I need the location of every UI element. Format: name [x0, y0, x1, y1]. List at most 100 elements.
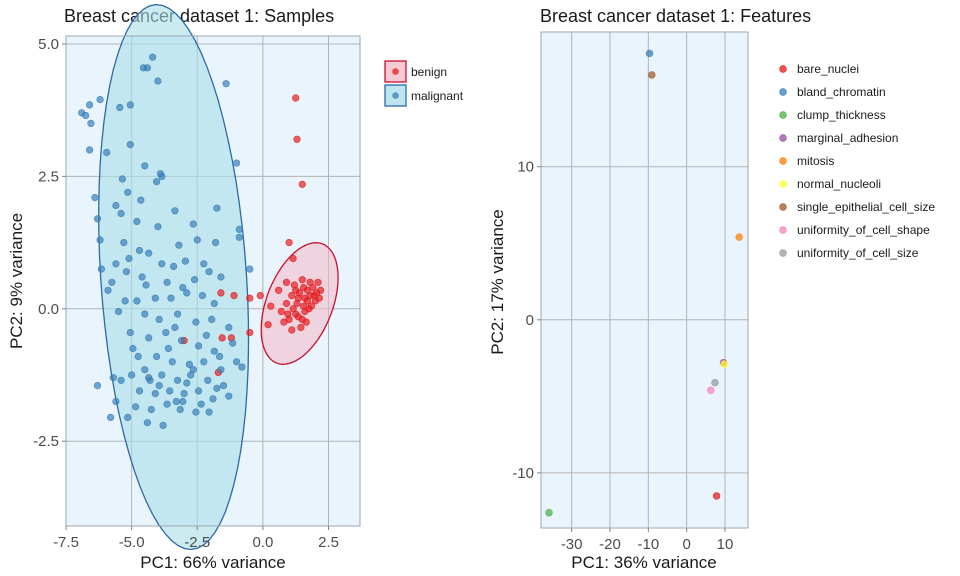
benign-point	[217, 289, 225, 297]
malignant-point	[191, 276, 199, 284]
bland-chromatin-legend-marker	[779, 88, 787, 96]
malignant-point	[97, 265, 105, 273]
malignant-point	[183, 379, 191, 387]
malignant-point	[141, 162, 149, 170]
malignant-point	[117, 209, 125, 218]
malignant-point	[126, 329, 134, 337]
malignant-point	[93, 382, 102, 390]
benign-point	[306, 278, 314, 286]
malignant-point	[132, 403, 140, 411]
malignant-point	[154, 77, 162, 85]
malignant-point	[235, 233, 243, 241]
benign-point	[292, 94, 300, 102]
malignant-point	[205, 268, 213, 276]
samples-y-tick-label: -2.5	[33, 433, 59, 450]
samples-legend: benign malignant	[384, 60, 464, 107]
malignant-point	[128, 371, 136, 379]
malignant-point	[96, 236, 104, 244]
malignant-point	[197, 400, 205, 408]
malignant-point	[217, 273, 225, 281]
features-y-tick-label: 0	[526, 312, 534, 329]
malignant-point	[180, 390, 188, 398]
samples-x-tick-label: 2.5	[318, 534, 339, 551]
malignant-point	[135, 246, 144, 255]
malignant-point	[122, 268, 130, 276]
benign-point	[288, 326, 296, 334]
samples-x-tick-label: 0.0	[252, 534, 273, 551]
benign-point	[298, 180, 306, 188]
malignant-point	[170, 262, 178, 271]
malignant-point	[104, 286, 112, 294]
malignant-point	[151, 390, 159, 398]
malignant-point	[147, 405, 155, 414]
samples-x-axis-title: PC1: 66% variance	[140, 553, 286, 572]
benign-point	[307, 302, 316, 310]
features-x-tick-label: -20	[599, 536, 621, 553]
malignant-point	[141, 310, 149, 318]
malignant-point	[96, 95, 104, 104]
malignant-point	[166, 387, 174, 395]
malignant-point	[163, 278, 171, 286]
benign-point	[230, 292, 238, 300]
malignant-point	[200, 260, 208, 268]
malignant-point	[171, 323, 179, 332]
features-x-tick-label: -10	[637, 536, 659, 553]
malignant-point	[154, 223, 162, 231]
malignant-point	[158, 371, 166, 379]
malignant-point	[139, 64, 147, 72]
uniformity-of-cell-shape-legend-label: uniformity_of_cell_shape	[797, 223, 930, 237]
malignant-point	[133, 297, 141, 305]
malignant-point	[195, 387, 203, 395]
benign-point	[300, 284, 308, 292]
malignant-point	[103, 148, 111, 157]
malignant-point	[159, 421, 167, 430]
benign-point	[284, 310, 292, 318]
features-y-axis-title: PC2: 17% variance	[488, 209, 507, 355]
malignant-point	[212, 239, 220, 247]
malignant-point	[208, 315, 216, 324]
malignant-point	[185, 360, 193, 369]
malignant-point	[177, 337, 186, 345]
malignant-point	[129, 344, 137, 353]
malignant-point	[183, 289, 191, 297]
marginal-adhesion-legend-label: marginal_adhesion	[797, 131, 898, 145]
malignant-point	[143, 419, 151, 427]
samples-y-ticks: -2.5 0.0 2.5 5.0	[33, 36, 66, 450]
samples-y-tick-label: 5.0	[38, 36, 59, 53]
features-x-axis-title: PC1: 36% variance	[571, 553, 717, 572]
benign-legend-label: benign	[411, 65, 447, 79]
normal-nucleoli-point	[720, 360, 728, 368]
clump-thickness-point	[545, 509, 553, 517]
malignant-point	[163, 400, 171, 408]
features-gridlines	[541, 32, 748, 528]
malignant-point	[202, 331, 210, 339]
benign-point	[303, 297, 312, 305]
malignant-point	[134, 352, 142, 361]
single-epithelial-cell-size-legend-marker	[779, 203, 787, 211]
mitosis-legend-label: mitosis	[797, 154, 834, 168]
malignant-point	[85, 146, 94, 154]
malignant-point	[225, 323, 233, 332]
malignant-point	[238, 363, 246, 371]
malignant-point	[118, 175, 126, 183]
benign-point	[285, 239, 293, 247]
malignant-point	[179, 284, 187, 292]
benign-point	[288, 292, 296, 300]
features-plot-area	[541, 32, 748, 528]
marginal-adhesion-legend-marker	[779, 134, 787, 142]
samples-x-ticks: -7.5 -5.0 -2.5 0.0 2.5	[53, 526, 339, 551]
malignant-point	[93, 215, 102, 223]
malignant-point	[210, 299, 218, 308]
benign-point	[264, 321, 272, 329]
malignant-point	[181, 257, 189, 265]
benign-point	[246, 294, 254, 302]
malignant-point	[217, 366, 225, 374]
malignant-point	[176, 405, 184, 414]
malignant-point	[120, 239, 128, 247]
benign-legend-marker	[392, 68, 399, 75]
malignant-legend-marker	[392, 92, 399, 99]
bland-chromatin-point	[645, 49, 654, 58]
malignant-point	[137, 196, 145, 204]
single-epithelial-cell-size-legend-label: single_epithelial_cell_size	[797, 200, 935, 214]
samples-plot-border	[65, 35, 361, 527]
